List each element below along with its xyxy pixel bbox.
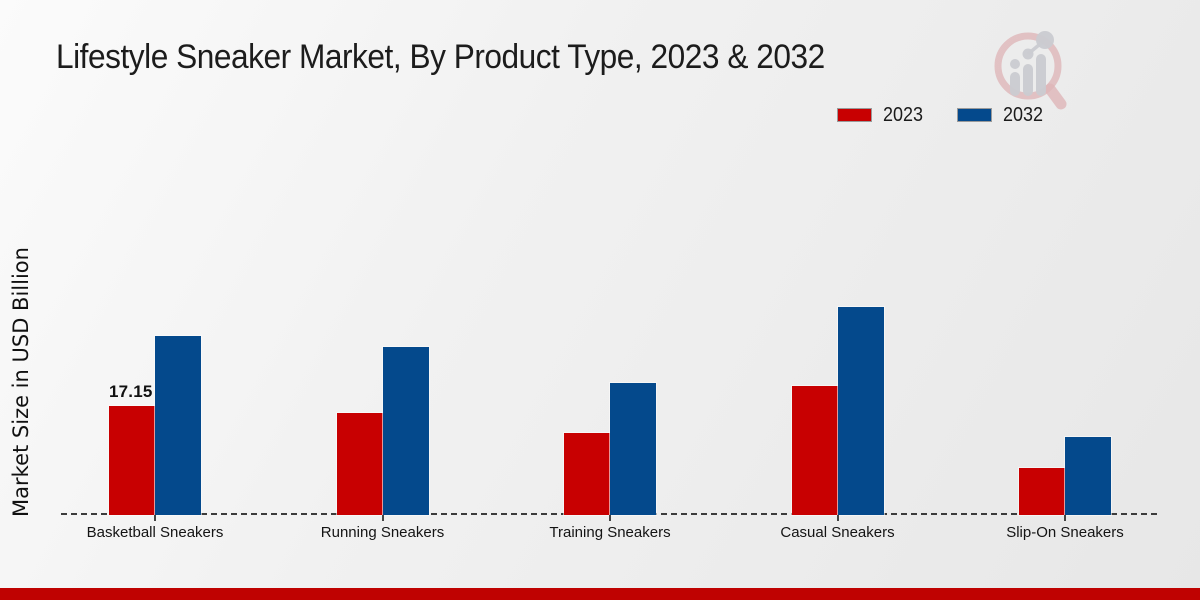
legend-item-2032: 2032 [957, 104, 1048, 126]
x-axis-tick-training-sneakers [609, 515, 611, 521]
bar-2032-casual-sneakers [837, 307, 884, 515]
x-axis-label-running-sneakers: Running Sneakers [320, 524, 445, 541]
bar-2032-running-sneakers [382, 347, 429, 515]
chart-title: Lifestyle Sneaker Market, By Product Typ… [56, 38, 825, 76]
bar-value-label: 17.15 [109, 382, 153, 401]
legend-swatch-2032 [957, 108, 992, 122]
bar-2023-training-sneakers [564, 433, 610, 515]
x-axis-label-basketball-sneakers: Basketball Sneakers [86, 524, 224, 541]
x-axis-tick-basketball-sneakers [154, 515, 156, 521]
bar-2023-slip-on-sneakers [1019, 468, 1065, 515]
x-axis-label-casual-sneakers: Casual Sneakers [780, 524, 895, 541]
legend-item-2023: 2023 [837, 104, 928, 126]
x-axis-label-training-sneakers: Training Sneakers [549, 524, 671, 541]
bar-2032-basketball-sneakers [155, 335, 201, 515]
x-axis-tick-running-sneakers [381, 515, 384, 521]
bar-2032-training-sneakers [610, 382, 656, 515]
legend-label-2032: 2032 [1003, 103, 1044, 126]
legend-swatch-2023 [837, 108, 872, 122]
footer-accent-bar [0, 588, 1200, 600]
x-axis-tick-casual-sneakers [836, 515, 839, 521]
bar-2032-slip-on-sneakers [1065, 436, 1111, 515]
bar-2023-running-sneakers [336, 412, 383, 515]
magnifier-chart-logo-icon [994, 31, 1067, 110]
x-axis-tick-slip-on-sneakers [1064, 515, 1066, 521]
x-axis-label-slip-on-sneakers: Slip-On Sneakers [1006, 524, 1124, 541]
bar-2023-casual-sneakers [791, 385, 838, 515]
legend-label-2023: 2023 [883, 103, 924, 126]
bar-2023-basketball-sneakers [109, 406, 155, 515]
